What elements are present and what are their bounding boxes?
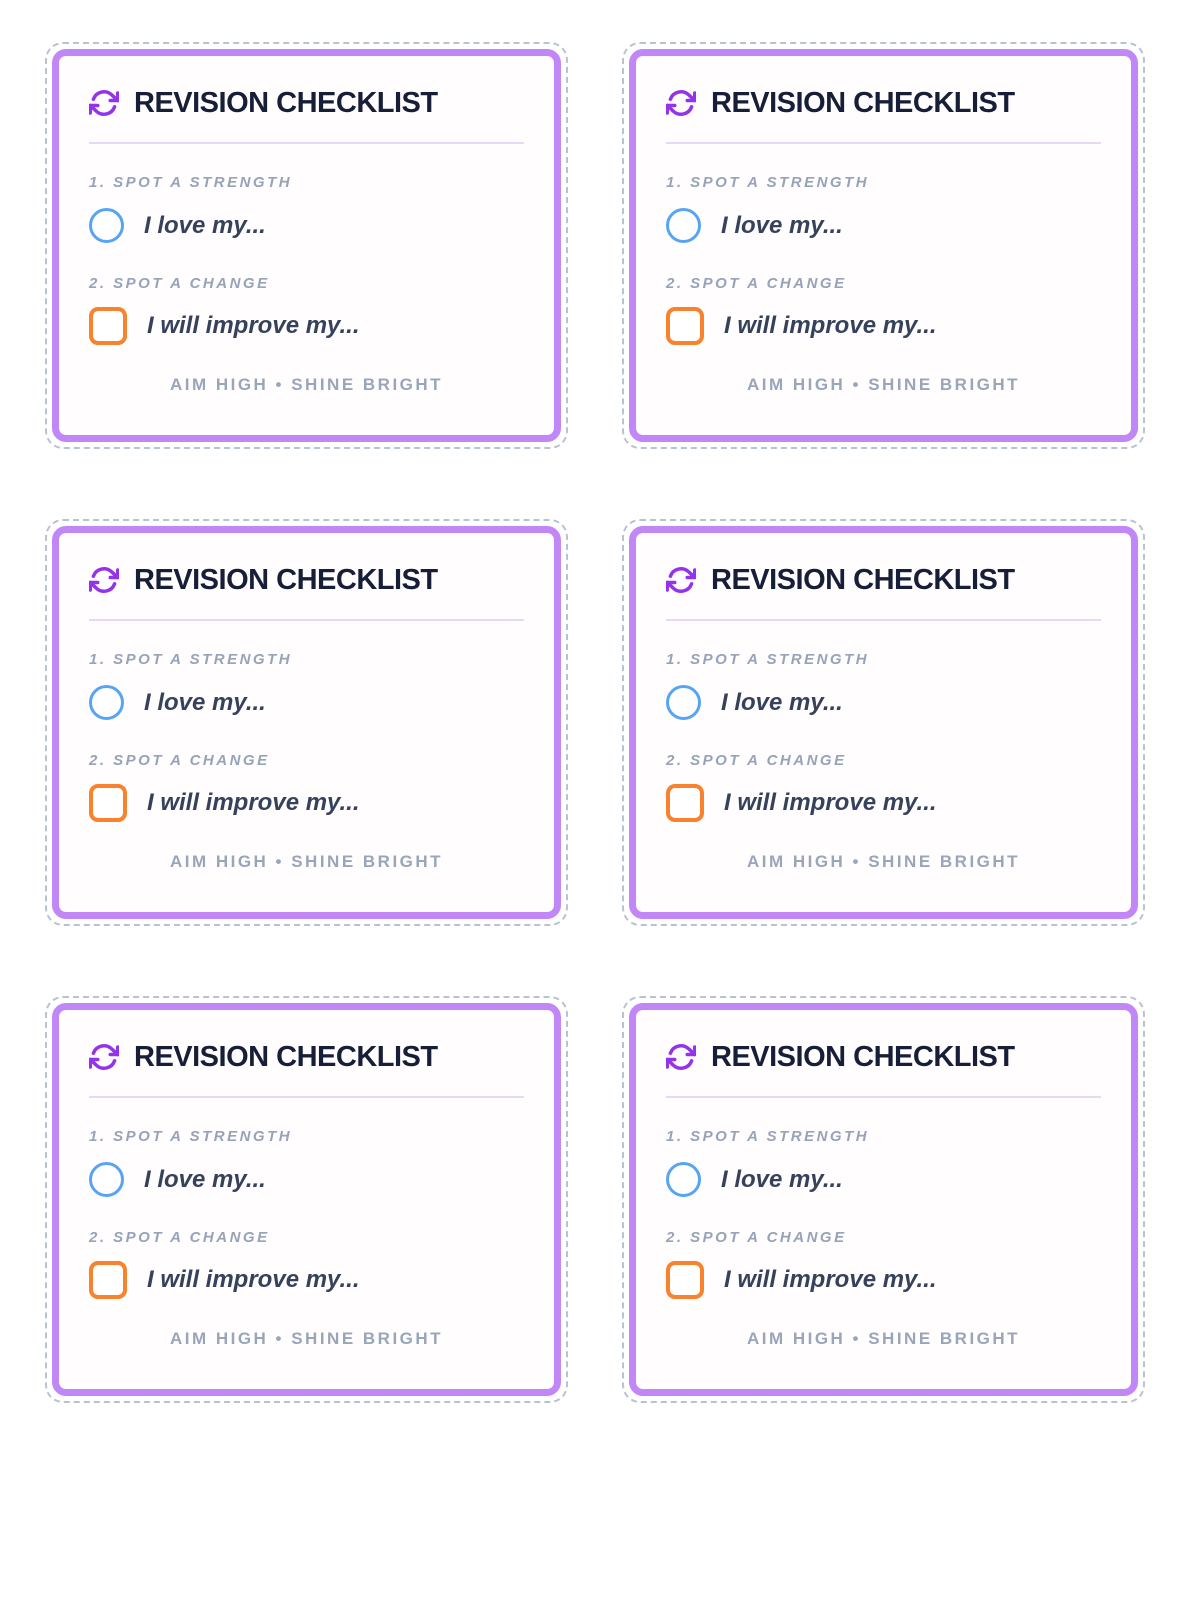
revision-checklist-card: REVISION CHECKLIST 1. SPOT A STRENGTH I … [629, 1003, 1138, 1396]
strength-item-row: I love my... [666, 208, 1101, 243]
change-item-row: I will improve my... [666, 307, 1101, 345]
section-2-label: 2. SPOT A CHANGE [89, 752, 270, 769]
change-prompt: I will improve my... [724, 1266, 937, 1293]
section-2-label: 2. SPOT A CHANGE [666, 275, 847, 292]
card-footer-motto: AIM HIGH • SHINE BRIGHT [746, 1329, 1021, 1348]
checklist-card-cut-outline: REVISION CHECKLIST 1. SPOT A STRENGTH I … [45, 519, 568, 926]
strength-radio-circle[interactable] [666, 208, 701, 243]
card-title: REVISION CHECKLIST [711, 1041, 1015, 1073]
refresh-icon [89, 1042, 119, 1072]
change-checkbox[interactable] [666, 1261, 704, 1299]
strength-radio-circle[interactable] [666, 685, 701, 720]
strength-prompt: I love my... [721, 211, 843, 239]
card-title: REVISION CHECKLIST [711, 87, 1015, 119]
section-2-label: 2. SPOT A CHANGE [89, 1229, 270, 1246]
revision-checklist-card: REVISION CHECKLIST 1. SPOT A STRENGTH I … [629, 49, 1138, 442]
strength-radio-circle[interactable] [89, 208, 124, 243]
revision-checklist-card: REVISION CHECKLIST 1. SPOT A STRENGTH I … [52, 49, 561, 442]
header-divider [666, 619, 1101, 621]
card-title: REVISION CHECKLIST [134, 1041, 438, 1073]
change-prompt: I will improve my... [147, 1266, 360, 1293]
strength-radio-circle[interactable] [666, 1162, 701, 1197]
printable-card-sheet: REVISION CHECKLIST 1. SPOT A STRENGTH I … [45, 42, 1145, 1403]
section-2-label: 2. SPOT A CHANGE [89, 275, 270, 292]
card-footer-motto: AIM HIGH • SHINE BRIGHT [169, 375, 444, 394]
card-header: REVISION CHECKLIST [666, 1042, 1101, 1072]
change-checkbox[interactable] [89, 1261, 127, 1299]
header-divider [89, 1096, 524, 1098]
change-item-row: I will improve my... [666, 784, 1101, 822]
card-header: REVISION CHECKLIST [89, 565, 524, 595]
change-checkbox[interactable] [666, 784, 704, 822]
checklist-card-cut-outline: REVISION CHECKLIST 1. SPOT A STRENGTH I … [45, 996, 568, 1403]
revision-checklist-card: REVISION CHECKLIST 1. SPOT A STRENGTH I … [52, 526, 561, 919]
section-1-label: 1. SPOT A STRENGTH [89, 174, 293, 191]
card-header: REVISION CHECKLIST [89, 88, 524, 118]
change-prompt: I will improve my... [724, 312, 937, 339]
card-header: REVISION CHECKLIST [666, 565, 1101, 595]
change-item-row: I will improve my... [89, 1261, 524, 1299]
header-divider [666, 1096, 1101, 1098]
strength-item-row: I love my... [89, 208, 524, 243]
header-divider [89, 142, 524, 144]
card-footer-motto: AIM HIGH • SHINE BRIGHT [746, 852, 1021, 871]
section-1-label: 1. SPOT A STRENGTH [666, 651, 870, 668]
strength-radio-circle[interactable] [89, 685, 124, 720]
card-title: REVISION CHECKLIST [711, 564, 1015, 596]
refresh-icon [89, 88, 119, 118]
strength-prompt: I love my... [144, 211, 266, 239]
section-1-label: 1. SPOT A STRENGTH [89, 651, 293, 668]
strength-prompt: I love my... [144, 688, 266, 716]
change-prompt: I will improve my... [147, 312, 360, 339]
strength-prompt: I love my... [721, 688, 843, 716]
card-footer-motto: AIM HIGH • SHINE BRIGHT [746, 375, 1021, 394]
strength-prompt: I love my... [721, 1165, 843, 1193]
change-checkbox[interactable] [89, 307, 127, 345]
refresh-icon [666, 565, 696, 595]
change-item-row: I will improve my... [666, 1261, 1101, 1299]
strength-item-row: I love my... [89, 685, 524, 720]
change-checkbox[interactable] [89, 784, 127, 822]
refresh-icon [666, 88, 696, 118]
strength-prompt: I love my... [144, 1165, 266, 1193]
change-prompt: I will improve my... [147, 789, 360, 816]
card-footer-motto: AIM HIGH • SHINE BRIGHT [169, 852, 444, 871]
checklist-card-cut-outline: REVISION CHECKLIST 1. SPOT A STRENGTH I … [622, 519, 1145, 926]
section-1-label: 1. SPOT A STRENGTH [89, 1128, 293, 1145]
change-item-row: I will improve my... [89, 307, 524, 345]
checklist-card-cut-outline: REVISION CHECKLIST 1. SPOT A STRENGTH I … [622, 996, 1145, 1403]
card-header: REVISION CHECKLIST [89, 1042, 524, 1072]
card-header: REVISION CHECKLIST [666, 88, 1101, 118]
strength-item-row: I love my... [89, 1162, 524, 1197]
revision-checklist-card: REVISION CHECKLIST 1. SPOT A STRENGTH I … [629, 526, 1138, 919]
section-2-label: 2. SPOT A CHANGE [666, 752, 847, 769]
checklist-card-cut-outline: REVISION CHECKLIST 1. SPOT A STRENGTH I … [622, 42, 1145, 449]
revision-checklist-card: REVISION CHECKLIST 1. SPOT A STRENGTH I … [52, 1003, 561, 1396]
change-item-row: I will improve my... [89, 784, 524, 822]
section-1-label: 1. SPOT A STRENGTH [666, 1128, 870, 1145]
strength-item-row: I love my... [666, 685, 1101, 720]
change-checkbox[interactable] [666, 307, 704, 345]
checklist-card-cut-outline: REVISION CHECKLIST 1. SPOT A STRENGTH I … [45, 42, 568, 449]
section-1-label: 1. SPOT A STRENGTH [666, 174, 870, 191]
change-prompt: I will improve my... [724, 789, 937, 816]
refresh-icon [89, 565, 119, 595]
strength-radio-circle[interactable] [89, 1162, 124, 1197]
card-title: REVISION CHECKLIST [134, 564, 438, 596]
strength-item-row: I love my... [666, 1162, 1101, 1197]
card-footer-motto: AIM HIGH • SHINE BRIGHT [169, 1329, 444, 1348]
header-divider [89, 619, 524, 621]
section-2-label: 2. SPOT A CHANGE [666, 1229, 847, 1246]
refresh-icon [666, 1042, 696, 1072]
card-title: REVISION CHECKLIST [134, 87, 438, 119]
header-divider [666, 142, 1101, 144]
